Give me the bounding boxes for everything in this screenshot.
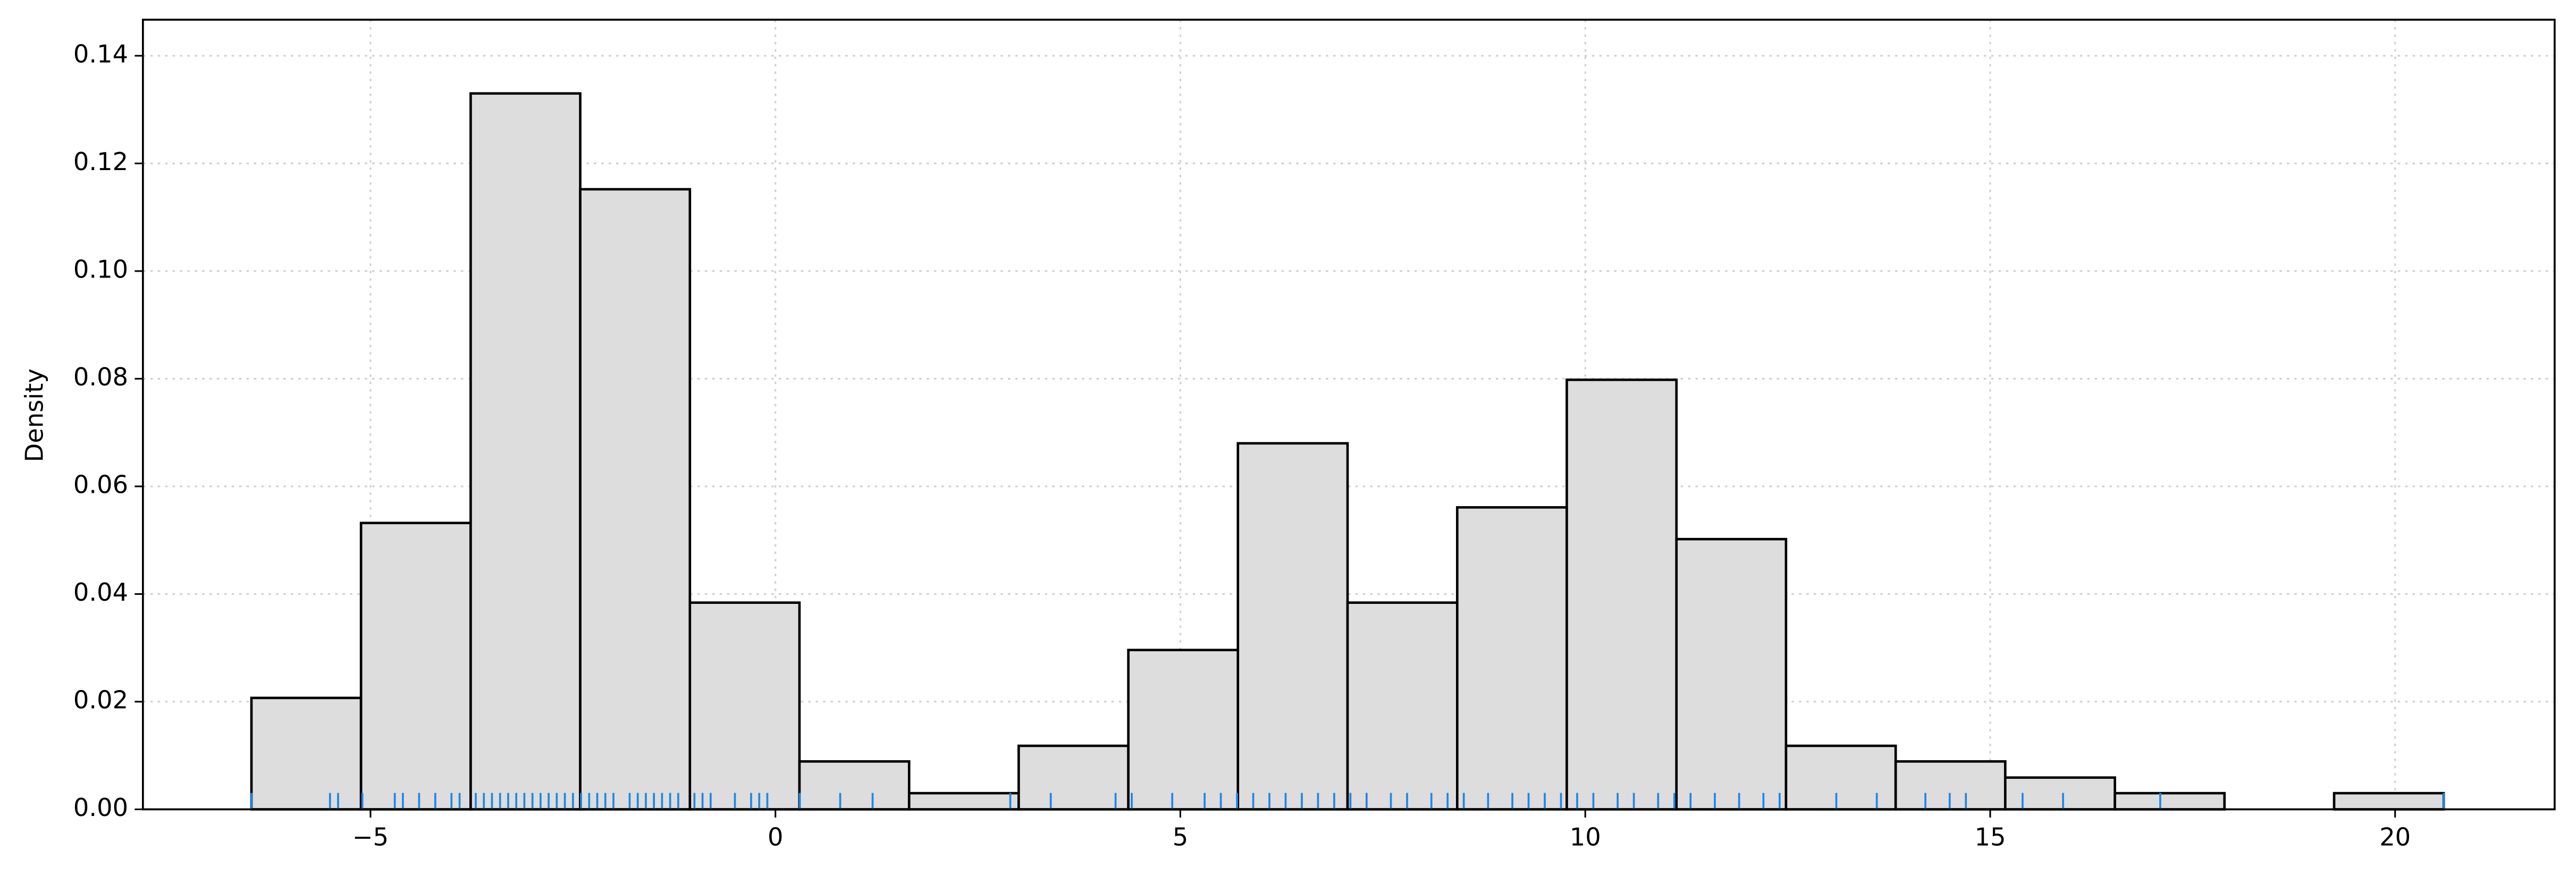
- y-axis-label: Density: [20, 368, 48, 462]
- x-tick-label: 20: [2379, 823, 2411, 852]
- y-tick-label: 0.10: [73, 255, 128, 283]
- y-tick-label: 0.14: [73, 39, 128, 68]
- bar: [2333, 792, 2445, 811]
- x-tick-label: 0: [768, 823, 783, 852]
- y-tick-label: 0.04: [73, 578, 128, 607]
- bar: [688, 601, 801, 811]
- plot-frame: [142, 19, 2556, 811]
- y-tick-label: 0.02: [73, 685, 128, 714]
- bar: [2114, 792, 2226, 811]
- y-tick-label: 0.08: [73, 363, 128, 391]
- bar: [1565, 378, 1678, 811]
- bar: [798, 760, 911, 811]
- bar: [1236, 442, 1349, 811]
- bar: [579, 188, 692, 811]
- x-tick-label: 10: [1570, 823, 1601, 852]
- bar: [359, 521, 472, 811]
- bar: [469, 92, 582, 811]
- x-tick-label: 15: [1974, 823, 2006, 852]
- bar: [1784, 744, 1897, 811]
- y-tick-label: 0.12: [73, 147, 128, 176]
- bar: [1675, 537, 1788, 811]
- bar: [907, 792, 1020, 811]
- bar: [1127, 649, 1240, 811]
- bar: [1456, 506, 1568, 811]
- y-tick-label: 0.06: [73, 470, 128, 499]
- bar: [250, 696, 363, 811]
- bar: [1346, 601, 1459, 811]
- bar: [1017, 744, 1130, 811]
- x-tick-label: 5: [1173, 823, 1188, 852]
- y-tick-label: 0.00: [73, 793, 128, 822]
- x-tick-label: −5: [352, 823, 389, 852]
